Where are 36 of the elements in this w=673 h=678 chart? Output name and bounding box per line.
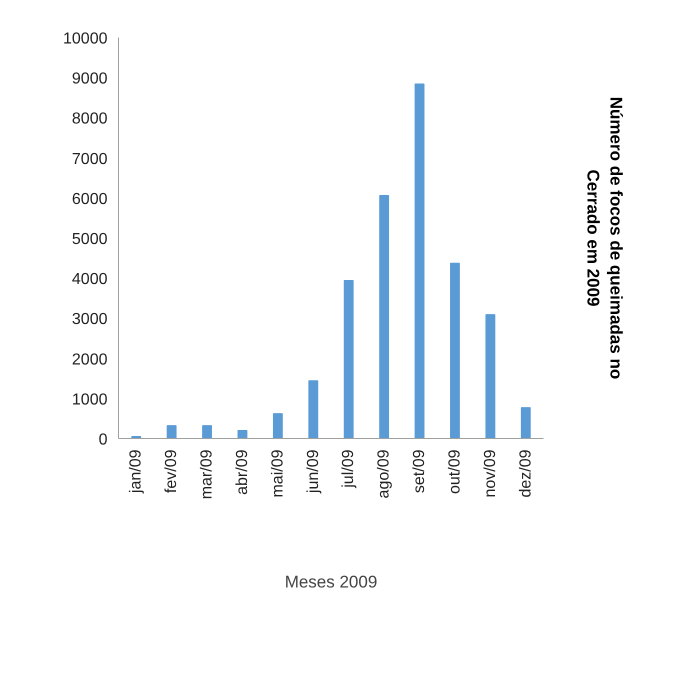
bar bbox=[379, 194, 390, 438]
y-tick-label: 2000 bbox=[72, 351, 108, 368]
y-tick-label: 3000 bbox=[72, 311, 108, 328]
y-tick-label: 8000 bbox=[72, 110, 108, 128]
bar bbox=[520, 407, 531, 438]
bar bbox=[450, 262, 460, 438]
bar bbox=[238, 430, 248, 438]
bar bbox=[485, 314, 496, 438]
x-tick-label: mar/09 bbox=[198, 449, 216, 500]
y-tick-label: 9000 bbox=[72, 70, 108, 88]
bar bbox=[308, 380, 318, 438]
bar bbox=[166, 425, 177, 438]
y-tick-label: 5000 bbox=[72, 231, 108, 248]
x-tick-label: ago/09 bbox=[376, 449, 393, 498]
x-tick-label: nov/09 bbox=[482, 449, 499, 498]
x-tick-label: jan/09 bbox=[128, 449, 145, 494]
y-tick-label: 1000 bbox=[72, 391, 108, 408]
x-tick-label: jul/09 bbox=[340, 449, 358, 489]
bar bbox=[202, 425, 212, 438]
y-tick-label: 6000 bbox=[72, 190, 108, 208]
x-tick-label: mai/09 bbox=[269, 449, 286, 498]
x-tick-label: abr/09 bbox=[234, 449, 251, 495]
x-tick-label: fev/09 bbox=[163, 449, 180, 494]
bar bbox=[414, 84, 424, 438]
y-axis-title: Número de focos de queimadas no Cerrado em 2009 bbox=[584, 96, 626, 380]
y-tick-label: 4000 bbox=[72, 271, 108, 288]
bar bbox=[344, 280, 354, 438]
x-tick-label: dez/09 bbox=[517, 449, 534, 498]
y-tick-label: 0 bbox=[98, 432, 108, 448]
x-tick-label: out/09 bbox=[446, 449, 464, 494]
bar bbox=[272, 413, 283, 438]
x-tick-label: set/09 bbox=[411, 449, 428, 494]
y-tick-label: 7000 bbox=[72, 150, 108, 168]
x-axis-title: Meses 2009 bbox=[284, 572, 378, 592]
y-tick-label: 10000 bbox=[63, 30, 108, 48]
x-tick-label: jun/09 bbox=[304, 449, 322, 494]
